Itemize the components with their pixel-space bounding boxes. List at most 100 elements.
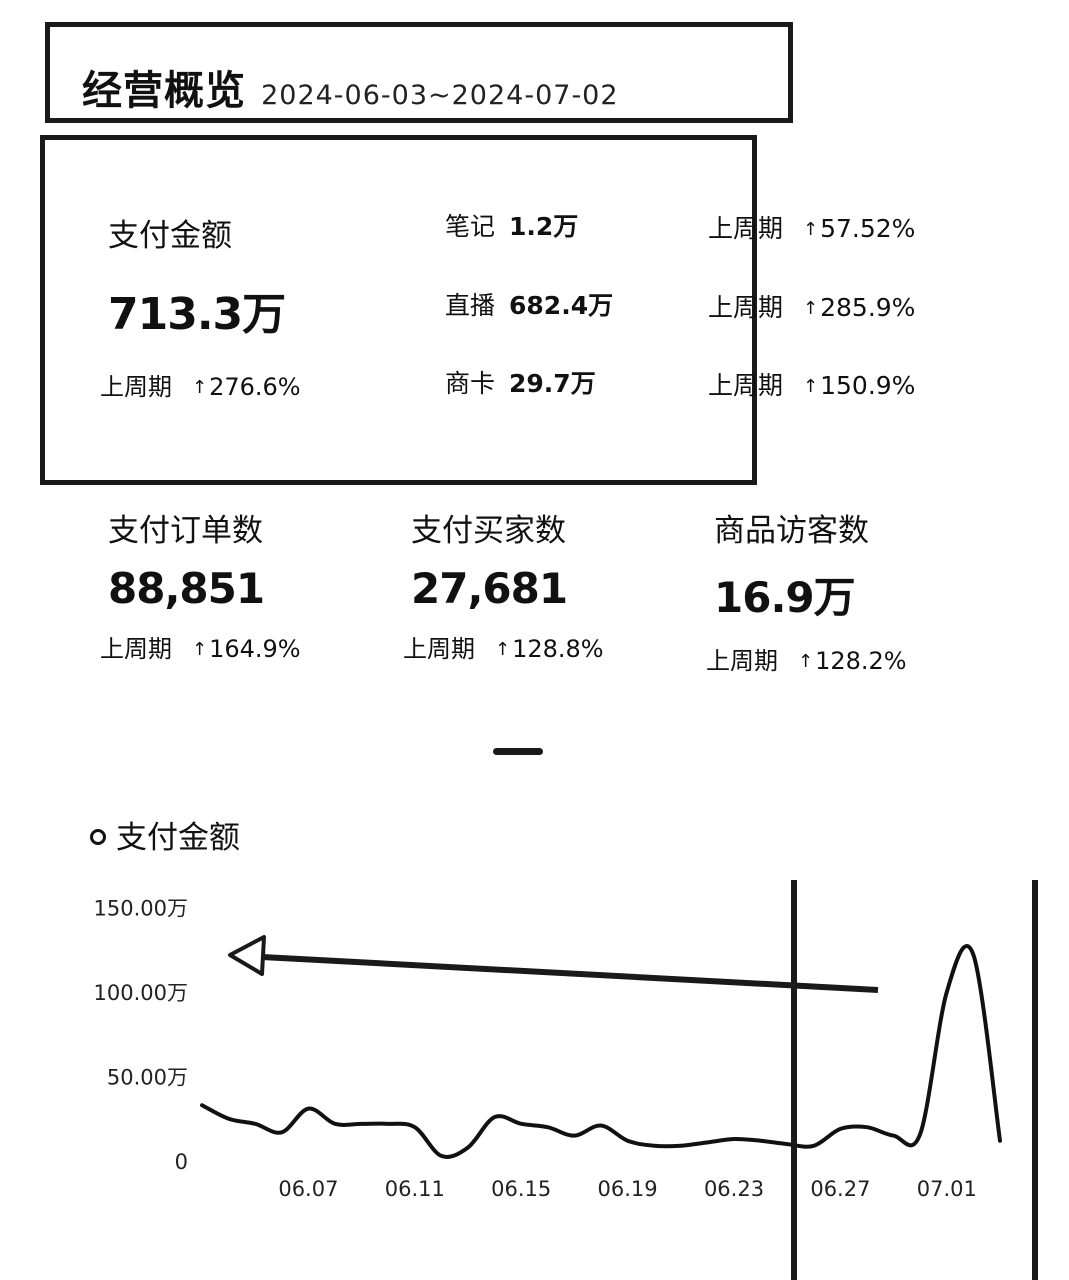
- compare-label: 上周期: [706, 647, 778, 675]
- series-line: [200, 944, 1002, 1159]
- data-point-06.25[interactable]: [785, 1142, 789, 1146]
- channel-value: 29.7万: [509, 369, 596, 398]
- payment-value: 713.3万: [108, 289, 286, 340]
- data-point-06.11[interactable]: [413, 1125, 417, 1129]
- arrow-up-icon: ↑: [495, 639, 511, 660]
- compare-label: 上周期: [403, 635, 475, 663]
- date-range[interactable]: 2024-06-03~2024-07-02: [261, 80, 619, 111]
- data-point-06.24[interactable]: [759, 1139, 763, 1143]
- metric-label: 支付订单数: [108, 513, 263, 549]
- data-point-07.02[interactable]: [971, 953, 975, 957]
- payment-highlight-frame: [40, 135, 757, 485]
- data-point-06.18[interactable]: [599, 1124, 603, 1128]
- compare-value: 276.6%: [209, 373, 301, 401]
- data-point-06.30[interactable]: [918, 1132, 922, 1136]
- arrow-up-icon: ↑: [803, 376, 819, 397]
- data-point-06.22[interactable]: [705, 1140, 709, 1144]
- data-point-06.09[interactable]: [360, 1122, 364, 1126]
- legend-dot-icon: [90, 828, 106, 845]
- data-point-06.06[interactable]: [280, 1130, 284, 1134]
- channel-value: 1.2万: [509, 212, 579, 241]
- data-point-06.21[interactable]: [679, 1144, 683, 1148]
- x-tick-label: 06.07: [278, 1177, 338, 1201]
- compare-label: 上周期: [708, 293, 784, 322]
- metric-card-buyers[interactable]: 支付买家数 27,681 上周期 ↑128.8%: [403, 505, 693, 675]
- data-point-06.04[interactable]: [227, 1117, 231, 1121]
- metric-value: 27,681: [411, 564, 568, 613]
- y-axis-ticks: 0 50.00万 100.00万 150.00万: [94, 897, 188, 1175]
- metric-label: 支付买家数: [411, 513, 566, 549]
- compare-value: 57.52%: [820, 214, 916, 243]
- header-frame: [45, 22, 793, 123]
- data-point-06.14[interactable]: [493, 1115, 497, 1119]
- annotation-arrow-line: [261, 954, 879, 993]
- payment-compare: 上周期 ↑276.6%: [100, 367, 301, 402]
- data-point-06.16[interactable]: [546, 1125, 550, 1129]
- metric-value: 88,851: [108, 564, 265, 613]
- page-title: 经营概览: [82, 68, 246, 114]
- arrow-up-icon: ↑: [192, 377, 208, 398]
- data-point-06.23[interactable]: [732, 1137, 736, 1141]
- x-tick-label: 06.19: [598, 1177, 658, 1201]
- data-point-06.07[interactable]: [306, 1107, 310, 1111]
- x-tick-label: 06.15: [491, 1177, 551, 1201]
- data-point-06.29[interactable]: [892, 1134, 896, 1138]
- channel-row-live[interactable]: 直播 682.4万: [445, 286, 613, 322]
- compare-value: 150.9%: [820, 371, 916, 400]
- annotation-arrowhead-icon: [228, 935, 266, 976]
- data-point-06.15[interactable]: [519, 1122, 523, 1126]
- channel-name: 直播: [445, 291, 496, 320]
- data-point-06.12[interactable]: [439, 1154, 443, 1158]
- header: 经营概览 2024-06-03~2024-07-02: [82, 58, 619, 116]
- data-point-06.13[interactable]: [466, 1145, 470, 1149]
- channel-name: 商卡: [445, 369, 496, 398]
- arrow-up-icon: ↑: [798, 651, 814, 672]
- compare-value: 128.2%: [815, 647, 907, 675]
- y-tick-label: 0: [175, 1150, 188, 1174]
- arrow-up-icon: ↑: [803, 298, 819, 319]
- compare-value: 164.9%: [209, 635, 301, 663]
- y-tick-label: 50.00万: [107, 1066, 188, 1090]
- x-axis-ticks: 06.07 06.11 06.15 06.19 06.23 06.27 07.01: [278, 1177, 977, 1201]
- arrow-up-icon: ↑: [803, 219, 819, 240]
- metric-compare: 上周期 ↑128.8%: [403, 629, 693, 664]
- compare-label: 上周期: [100, 373, 172, 401]
- chart-legend[interactable]: 支付金额: [90, 812, 240, 857]
- y-tick-label: 100.00万: [94, 981, 188, 1005]
- data-point-06.05[interactable]: [253, 1122, 257, 1126]
- data-point-07.01[interactable]: [945, 990, 949, 994]
- metric-compare: 上周期 ↑164.9%: [100, 629, 390, 664]
- data-point-06.28[interactable]: [865, 1125, 869, 1129]
- data-point-06.20[interactable]: [652, 1144, 656, 1148]
- series-points: [200, 953, 1002, 1158]
- x-tick-label: 06.27: [810, 1177, 870, 1201]
- data-point-06.08[interactable]: [333, 1122, 337, 1126]
- data-point-07.03[interactable]: [998, 1139, 1002, 1143]
- data-point-06.19[interactable]: [626, 1139, 630, 1143]
- data-point-06.27[interactable]: [838, 1127, 842, 1131]
- compare-label: 上周期: [708, 371, 784, 400]
- compare-label: 上周期: [100, 635, 172, 663]
- x-tick-label: 07.01: [917, 1177, 977, 1201]
- compare-label: 上周期: [708, 214, 784, 243]
- page-indicator[interactable]: [493, 748, 543, 755]
- channel-row-card[interactable]: 商卡 29.7万: [445, 364, 596, 400]
- metric-card-visitors[interactable]: 商品访客数 16.9万 上周期 ↑128.2%: [706, 505, 1006, 675]
- channel-value: 682.4万: [509, 291, 614, 320]
- data-point-06.17[interactable]: [572, 1134, 576, 1138]
- data-point-06.10[interactable]: [386, 1122, 390, 1126]
- channel-row-notes[interactable]: 笔记 1.2万: [445, 207, 578, 243]
- compare-value: 285.9%: [820, 293, 916, 322]
- channel-compare-live: 上周期 ↑285.9%: [708, 288, 915, 324]
- x-tick-label: 06.11: [385, 1177, 445, 1201]
- y-tick-label: 150.00万: [94, 897, 188, 921]
- x-tick-label: 06.23: [704, 1177, 764, 1201]
- channel-name: 笔记: [445, 212, 496, 241]
- payment-label: 支付金额: [108, 218, 232, 254]
- data-point-06.03[interactable]: [200, 1103, 204, 1107]
- metric-card-orders[interactable]: 支付订单数 88,851 上周期 ↑164.9%: [100, 505, 390, 675]
- legend-label: 支付金额: [116, 820, 240, 856]
- data-point-06.26[interactable]: [812, 1144, 816, 1148]
- metric-label: 商品访客数: [714, 513, 869, 549]
